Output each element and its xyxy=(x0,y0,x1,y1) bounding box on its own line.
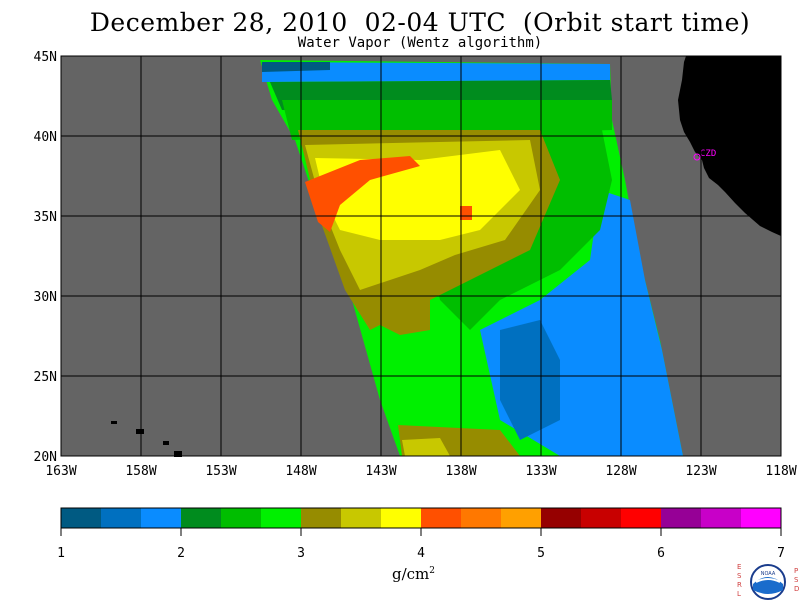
colorbar-swatch xyxy=(181,508,222,528)
colorbar-swatch xyxy=(741,508,782,528)
longitude-tick-label: 143W xyxy=(365,464,396,479)
map-border xyxy=(60,55,782,457)
colorbar-swatch xyxy=(61,508,102,528)
colorbar-swatch xyxy=(581,508,622,528)
longitude-tick-label: 163W xyxy=(45,464,76,479)
latitude-tick-labels: 45N 40N 35N 30N 25N 20N xyxy=(34,50,57,465)
colorbar-swatch xyxy=(621,508,662,528)
units-text: g/cm xyxy=(392,565,430,583)
swath-orange-patch xyxy=(460,206,472,220)
colorbar-swatch xyxy=(501,508,542,528)
swath-north-darkblue xyxy=(262,62,330,72)
noaa-logo: E S R L P S D NOAA xyxy=(737,563,799,600)
swath-east-darkblue xyxy=(500,320,560,440)
longitude-tick-label: 153W xyxy=(205,464,236,479)
station-marker: CZD xyxy=(693,149,716,161)
colorbar-tick-label: 4 xyxy=(417,546,425,561)
colorbar-tick-label: 5 xyxy=(537,546,545,561)
plot-title: December 28, 2010 02-04 UTC (Orbit start… xyxy=(89,8,751,37)
latitude-tick-label: 25N xyxy=(34,370,57,385)
north-america-land xyxy=(678,56,781,236)
colorbar-swatch xyxy=(661,508,702,528)
plot-subtitle: Water Vapor (Wentz algorithm) xyxy=(297,35,543,51)
colorbar-tick-label: 6 xyxy=(657,546,665,561)
logo-letter-e: E xyxy=(737,563,741,571)
logo-letter-l: L xyxy=(737,590,741,598)
colorbar-swatch xyxy=(141,508,182,528)
latitude-tick-label: 20N xyxy=(34,450,57,465)
colorbar-ticks xyxy=(60,528,782,536)
colorbar-swatch xyxy=(261,508,302,528)
colorbar-swatch xyxy=(221,508,262,528)
swath-south-olive xyxy=(380,290,430,335)
colorbar xyxy=(61,508,782,528)
latitude-tick-label: 30N xyxy=(34,290,57,305)
longitude-tick-label: 138W xyxy=(445,464,476,479)
swath-orange-core xyxy=(305,156,420,232)
colorbar-swatch xyxy=(541,508,582,528)
logo-letter-p: P xyxy=(794,567,798,575)
colorbar-swatch xyxy=(421,508,462,528)
colorbar-swatch xyxy=(381,508,422,528)
longitude-tick-label: 123W xyxy=(685,464,716,479)
logo-letter-s: S xyxy=(737,572,742,580)
longitude-tick-label: 148W xyxy=(285,464,316,479)
longitude-tick-label: 128W xyxy=(605,464,636,479)
latitude-tick-label: 40N xyxy=(34,130,57,145)
latitude-tick-label: 35N xyxy=(34,210,57,225)
logo-letter-r: R xyxy=(737,581,742,589)
colorbar-tick-label: 2 xyxy=(177,546,185,561)
colorbar-units: g/cm2 xyxy=(392,565,435,583)
swath-south-yellow xyxy=(402,438,450,456)
logo-letter-d: D xyxy=(794,585,799,593)
station-label: CZD xyxy=(700,149,716,159)
swath-layer xyxy=(260,60,683,456)
hawaii-islands xyxy=(111,421,182,457)
colorbar-tick-label: 3 xyxy=(297,546,305,561)
noaa-logo-text: NOAA xyxy=(761,571,776,577)
units-superscript: 2 xyxy=(429,566,436,576)
longitude-tick-label: 118W xyxy=(765,464,796,479)
colorbar-swatch xyxy=(341,508,382,528)
colorbar-swatch xyxy=(301,508,342,528)
logo-letter-s2: S xyxy=(794,576,799,584)
longitude-tick-label: 158W xyxy=(125,464,156,479)
colorbar-swatch xyxy=(701,508,742,528)
latitude-tick-label: 45N xyxy=(34,50,57,65)
colorbar-swatch xyxy=(101,508,142,528)
colorbar-tick-label: 7 xyxy=(777,546,785,561)
swath-north-blue xyxy=(262,62,610,82)
colorbar-tick-label: 1 xyxy=(57,546,65,561)
colorbar-swatch xyxy=(461,508,502,528)
graticule xyxy=(61,56,781,456)
longitude-tick-labels: 163W 158W 153W 148W 143W 138W 133W 128W 123W 118W xyxy=(45,464,796,479)
longitude-tick-label: 133W xyxy=(525,464,556,479)
